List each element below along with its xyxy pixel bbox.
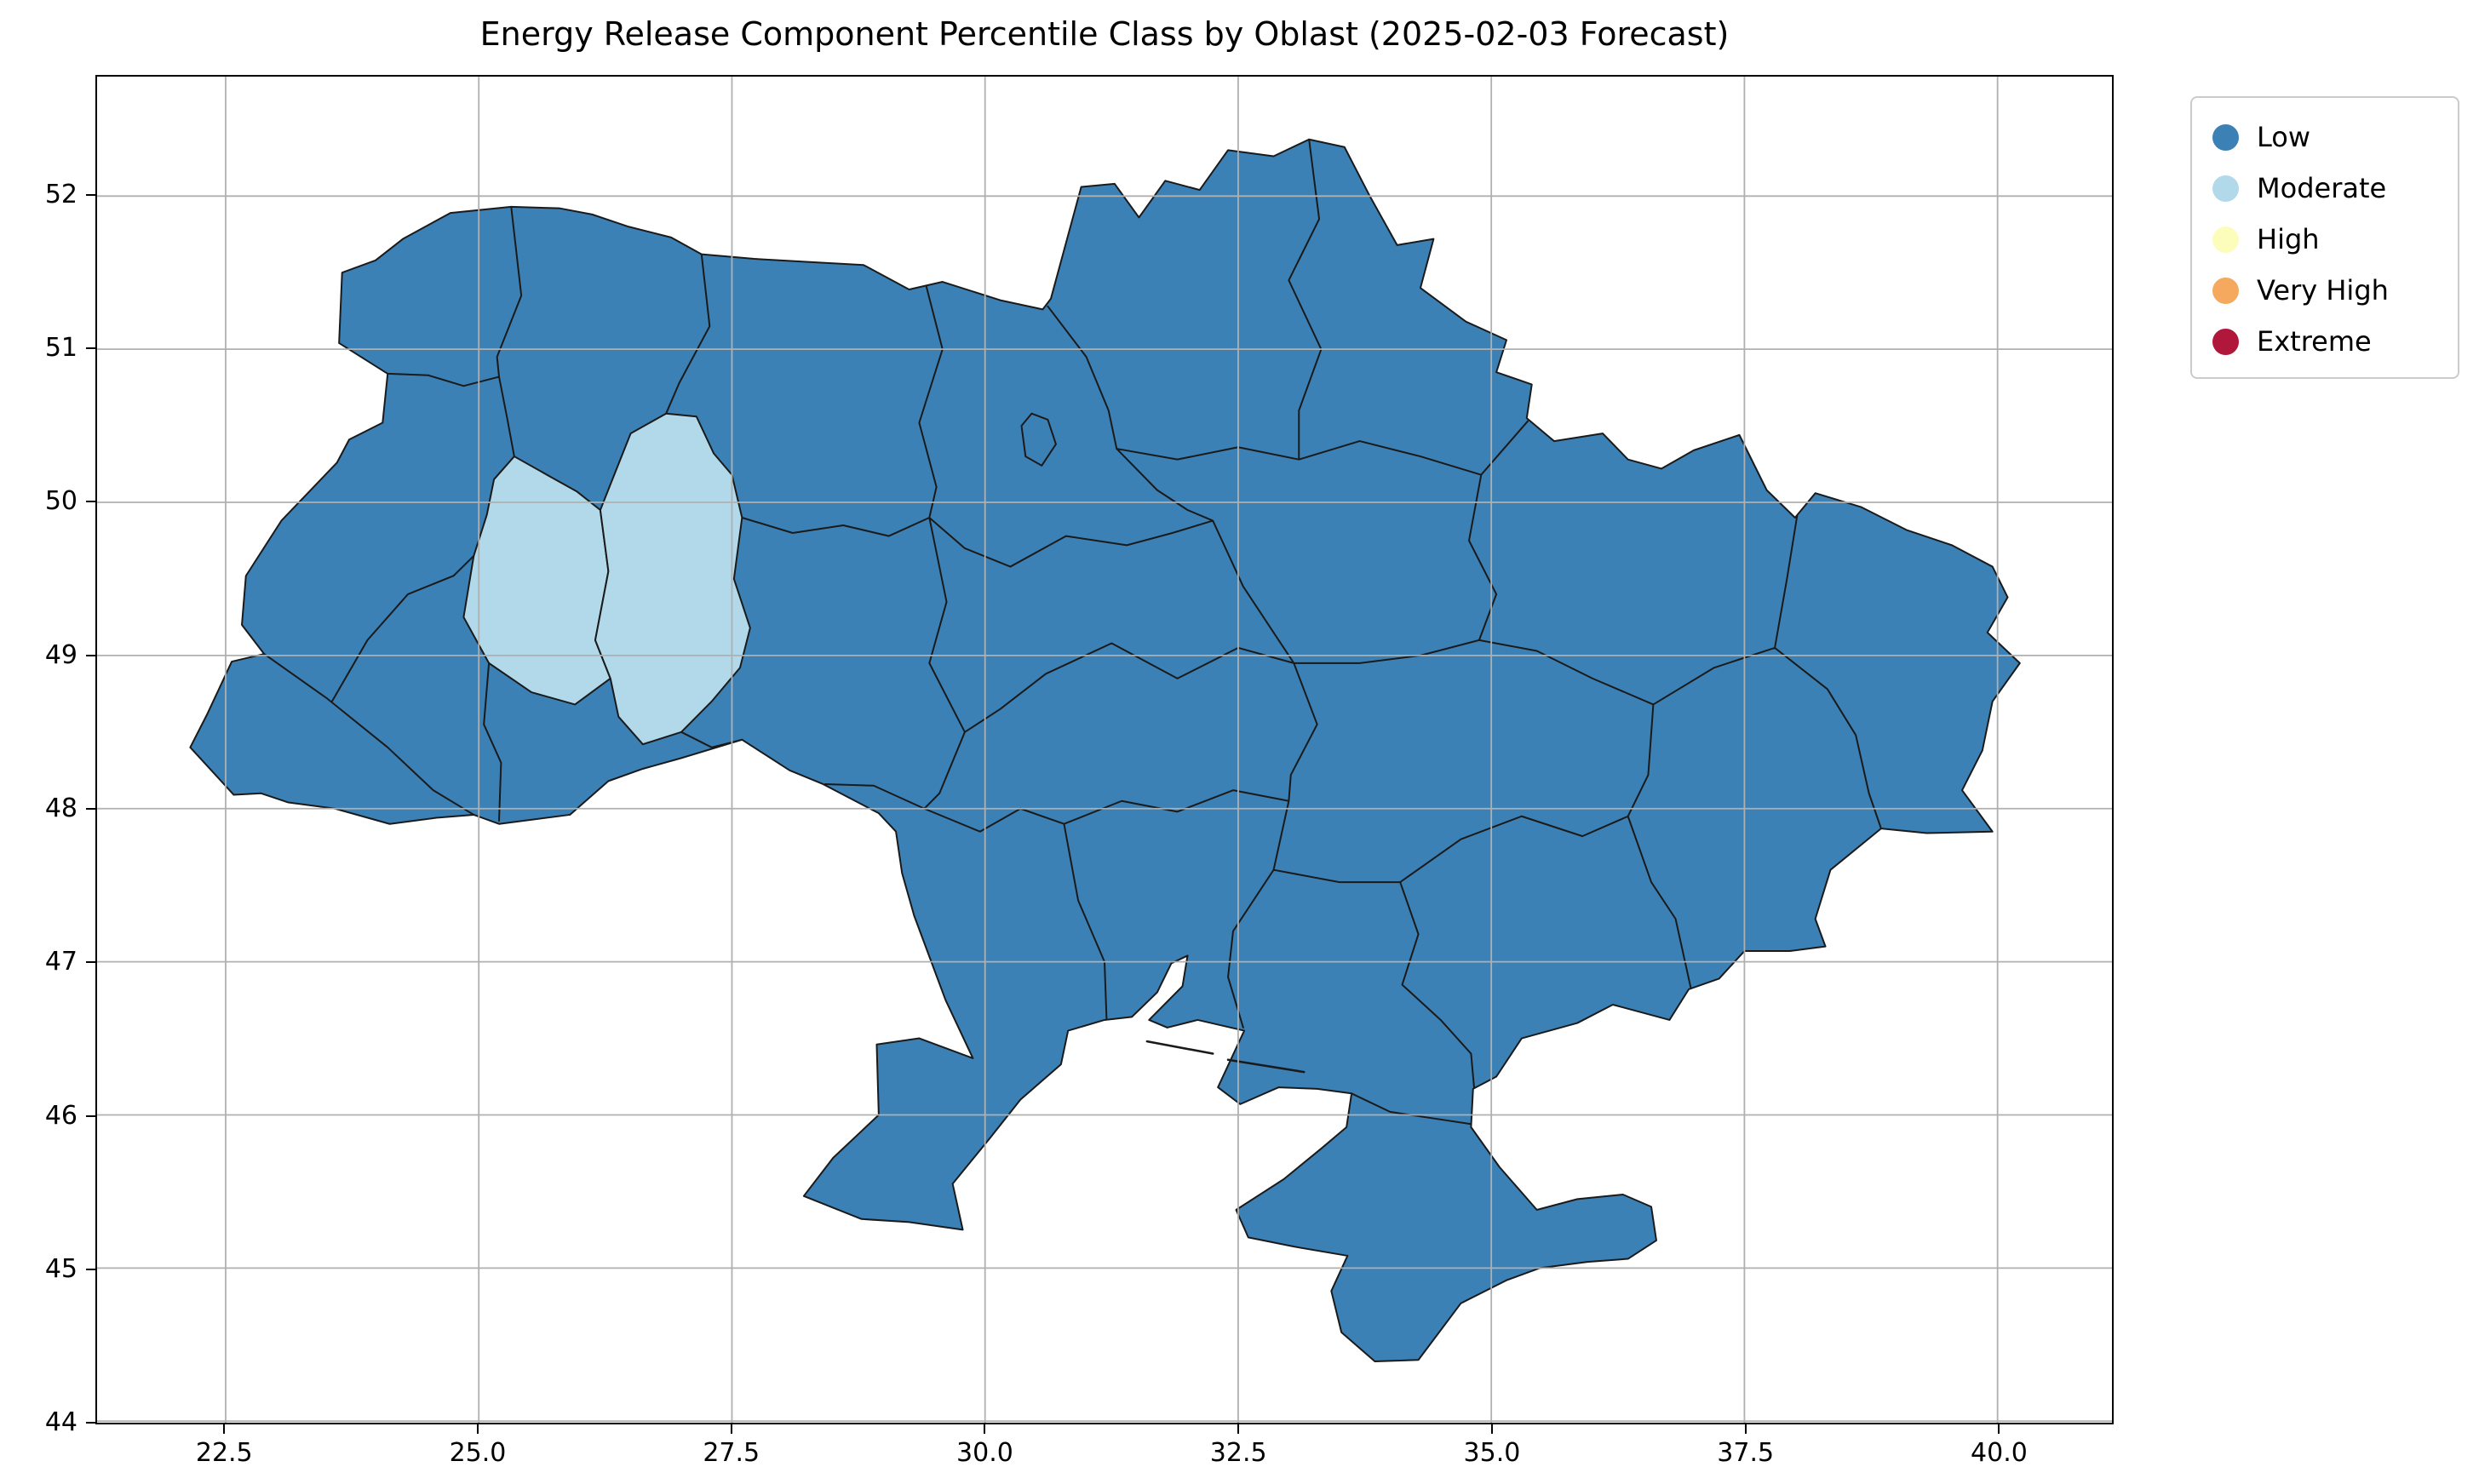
y-tick-mark: [86, 347, 95, 349]
x-tick-label: 35.0: [1463, 1438, 1521, 1468]
y-tick-label: 48: [44, 793, 77, 823]
x-tick-mark: [223, 1424, 226, 1434]
oblast-ternopil: [463, 456, 610, 704]
plot-area: [95, 75, 2114, 1424]
x-tick-mark: [984, 1424, 986, 1434]
legend-label: Moderate: [2257, 172, 2387, 204]
legend-swatch: [2212, 123, 2239, 151]
x-tick-label: 40.0: [1971, 1438, 2028, 1468]
legend-swatch: [2212, 277, 2239, 304]
y-tick-mark: [86, 807, 95, 810]
legend-label: Extreme: [2257, 325, 2372, 358]
y-tick-mark: [86, 1114, 95, 1117]
legend-item-low: Low: [2204, 112, 2447, 163]
y-tick-label: 50: [44, 486, 77, 517]
kyiv-city-boundary: [1022, 414, 1056, 466]
gridlines: [97, 77, 2112, 1423]
y-tick-label: 47: [44, 947, 77, 977]
y-tick-label: 49: [44, 639, 77, 670]
y-tick-mark: [86, 1268, 95, 1270]
legend-swatch: [2212, 226, 2239, 253]
y-tick-label: 46: [44, 1100, 77, 1131]
x-tick-label: 30.0: [956, 1438, 1013, 1468]
ukraine-map-svg: [97, 77, 2112, 1423]
x-tick-label: 27.5: [703, 1438, 760, 1468]
legend-label: High: [2257, 223, 2320, 255]
chart-title: Energy Release Component Percentile Clas…: [479, 15, 1730, 53]
y-tick-mark: [86, 654, 95, 656]
x-tick-label: 25.0: [449, 1438, 507, 1468]
legend-swatch: [2212, 175, 2239, 202]
legend-item-moderate: Moderate: [2204, 163, 2447, 214]
y-tick-label: 44: [44, 1407, 77, 1438]
legend-item-extreme: Extreme: [2204, 316, 2447, 367]
oblast-boundaries: [264, 140, 1881, 1125]
x-tick-label: 37.5: [1717, 1438, 1775, 1468]
y-tick-label: 45: [44, 1253, 77, 1284]
legend-item-high: High: [2204, 214, 2447, 265]
x-tick-mark: [1237, 1424, 1240, 1434]
y-tick-mark: [86, 1422, 95, 1424]
y-tick-mark: [86, 501, 95, 503]
x-tick-mark: [1744, 1424, 1747, 1434]
x-tick-mark: [1998, 1424, 2000, 1434]
coastal-spits: [1147, 1041, 1304, 1072]
x-tick-label: 32.5: [1209, 1438, 1267, 1468]
legend-swatch: [2212, 328, 2239, 355]
legend-item-very-high: Very High: [2204, 265, 2447, 316]
legend: Low Moderate High Very High Extreme: [2190, 96, 2459, 379]
y-tick-label: 52: [44, 179, 77, 209]
x-tick-mark: [730, 1424, 732, 1434]
x-tick-mark: [476, 1424, 479, 1434]
legend-label: Low: [2257, 121, 2311, 153]
legend-label: Very High: [2257, 274, 2389, 307]
y-tick-label: 51: [44, 332, 77, 363]
x-tick-mark: [1490, 1424, 1493, 1434]
y-tick-mark: [86, 193, 95, 196]
ukraine-outline: [190, 140, 2019, 1361]
x-tick-label: 22.5: [195, 1438, 253, 1468]
y-tick-mark: [86, 961, 95, 964]
